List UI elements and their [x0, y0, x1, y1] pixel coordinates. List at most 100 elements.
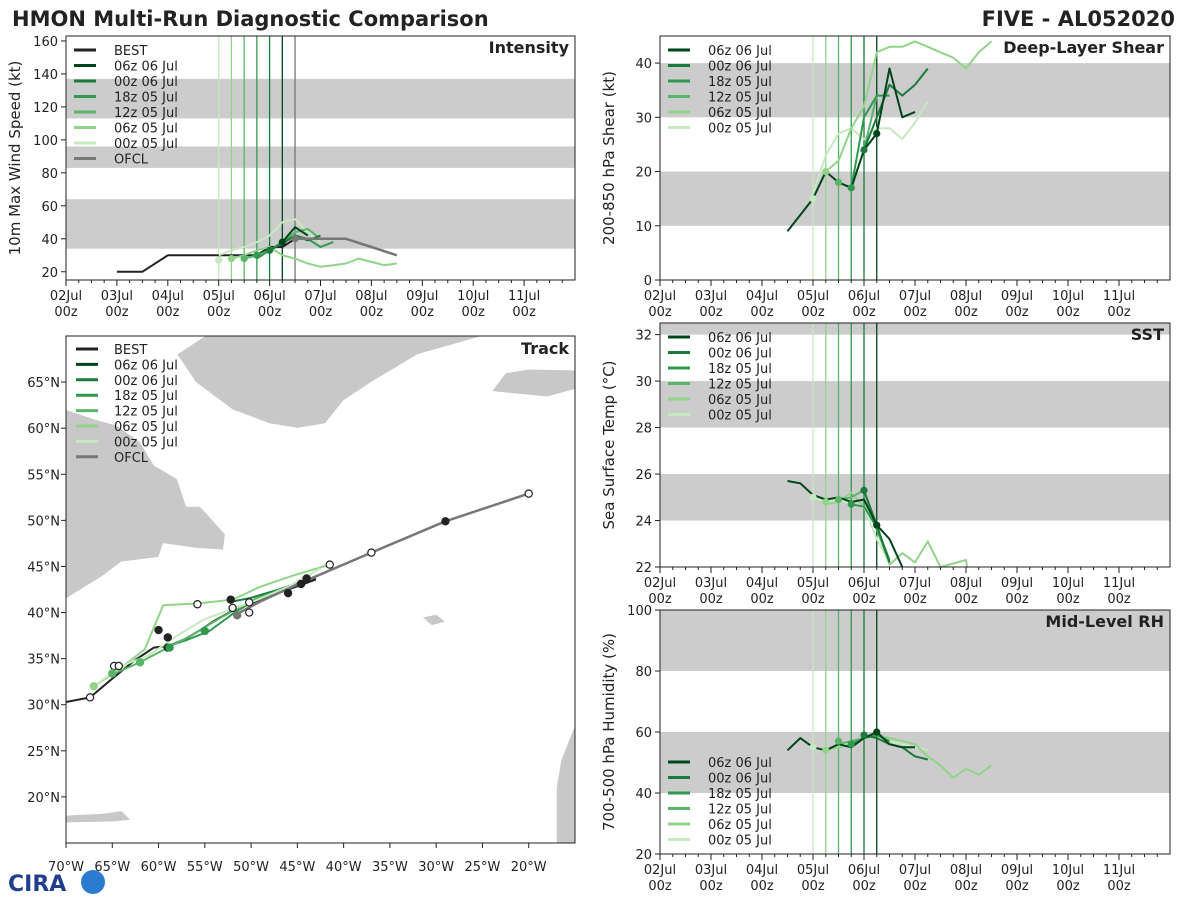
init-point-marker — [809, 493, 817, 501]
y-tick-label: 10 — [635, 220, 652, 235]
x-tick-label: 65°W — [94, 860, 130, 875]
x-tick-sublabel: 00z — [648, 592, 672, 607]
track-position-marker — [302, 574, 311, 583]
figure-title: HMON Multi-Run Diagnostic Comparison — [12, 7, 489, 31]
legend-entry: 00z 06 Jul — [708, 347, 772, 362]
y-tick-label: 30 — [635, 111, 652, 126]
init-point-marker — [822, 167, 830, 176]
legend-entry: 06z 05 Jul — [114, 122, 178, 137]
legend-entry: 06z 06 Jul — [114, 60, 178, 75]
init-point-marker — [847, 500, 855, 508]
legend-entry: 12z 05 Jul — [114, 405, 178, 420]
track-position-marker — [245, 598, 254, 607]
x-tick-label: 25°W — [465, 860, 501, 875]
series-line — [825, 40, 993, 173]
x-tick-label: 11Jul — [1103, 576, 1135, 591]
legend-entry: BEST — [114, 44, 147, 59]
legend-entry: 00z 06 Jul — [708, 60, 772, 75]
init-point-marker — [278, 238, 286, 246]
track-line — [93, 567, 321, 688]
panel-title: Deep-Layer Shear — [1003, 38, 1164, 57]
track-position-marker — [89, 682, 98, 691]
x-tick-label: 04Jul — [152, 289, 184, 304]
x-tick-sublabel: 00z — [411, 305, 435, 320]
x-tick-label: 08Jul — [950, 289, 982, 304]
y-tick-label: 40 — [635, 57, 652, 72]
x-tick-label: 50°W — [233, 860, 269, 875]
shear-panel: 01020304002Jul00z03Jul00z04Jul00z05Jul00… — [600, 35, 1171, 320]
track-position-marker — [245, 608, 254, 617]
y-tick-label: 65°N — [27, 376, 60, 391]
x-tick-label: 07Jul — [304, 289, 336, 304]
cira-logo-globe-icon — [81, 870, 105, 894]
track-position-marker — [135, 658, 145, 667]
y-tick-label: 30 — [635, 375, 652, 390]
series-line — [786, 67, 916, 232]
init-point-marker — [215, 256, 223, 264]
x-tick-sublabel: 00z — [1107, 305, 1131, 320]
x-tick-sublabel: 00z — [750, 879, 774, 894]
legend-entry: 12z 05 Jul — [708, 803, 772, 818]
init-point-marker — [860, 146, 868, 154]
x-tick-label: 03Jul — [695, 863, 727, 878]
legend-entry: 18z 05 Jul — [708, 362, 772, 377]
y-tick-label: 22 — [635, 561, 652, 576]
init-point-marker — [822, 498, 830, 506]
legend-entry: 12z 05 Jul — [708, 378, 772, 393]
legend-entry: 00z 05 Jul — [114, 137, 178, 152]
track-position-marker — [200, 626, 210, 636]
x-tick-sublabel: 00z — [1005, 305, 1029, 320]
x-tick-sublabel: 00z — [309, 305, 333, 320]
x-tick-label: 11Jul — [1103, 289, 1135, 304]
x-tick-sublabel: 00z — [852, 879, 876, 894]
x-tick-label: 08Jul — [950, 576, 982, 591]
x-tick-label: 10Jul — [1052, 576, 1084, 591]
x-tick-sublabel: 00z — [1005, 592, 1029, 607]
x-tick-label: 05Jul — [203, 289, 235, 304]
y-tick-label: 0 — [644, 274, 652, 289]
shading-band — [660, 474, 1170, 521]
shading-band — [660, 171, 1170, 226]
x-tick-label: 06Jul — [848, 863, 880, 878]
legend-entry: 06z 05 Jul — [114, 420, 178, 435]
legend-entry: 00z 06 Jul — [114, 374, 178, 389]
track-line — [162, 582, 298, 649]
x-tick-sublabel: 00z — [648, 879, 672, 894]
x-tick-label: 11Jul — [508, 289, 540, 304]
init-point-marker — [873, 728, 881, 736]
legend-entry: 06z 06 Jul — [708, 756, 772, 771]
y-tick-label: 120 — [33, 101, 58, 116]
legend-entry: OFCL — [114, 153, 149, 168]
y-tick-label: 20°N — [27, 791, 60, 806]
y-tick-label: 35°N — [27, 653, 60, 668]
x-tick-label: 09Jul — [406, 289, 438, 304]
track-position-marker — [193, 600, 202, 609]
legend-entry: 00z 06 Jul — [708, 772, 772, 787]
init-point-marker — [227, 254, 236, 263]
track-position-marker — [283, 588, 293, 598]
legend-entry: 18z 05 Jul — [708, 75, 772, 90]
x-tick-label: 35°W — [372, 860, 408, 875]
init-point-marker — [834, 496, 843, 504]
x-tick-sublabel: 00z — [903, 879, 927, 894]
legend-entry: 00z 05 Jul — [708, 122, 772, 137]
x-tick-label: 55°W — [187, 860, 223, 875]
shading-band — [660, 732, 1170, 793]
init-point-marker — [253, 251, 261, 259]
panel-title: SST — [1131, 325, 1164, 344]
x-tick-sublabel: 00z — [512, 305, 536, 320]
init-point-marker — [873, 130, 881, 138]
y-tick-label: 55°N — [27, 468, 60, 483]
track-position-marker — [367, 548, 376, 557]
x-tick-label: 10Jul — [1052, 289, 1084, 304]
x-tick-sublabel: 00z — [156, 305, 180, 320]
x-tick-label: 04Jul — [746, 289, 778, 304]
x-tick-sublabel: 00z — [1056, 592, 1080, 607]
x-tick-label: 10Jul — [457, 289, 489, 304]
init-point-marker — [822, 746, 830, 754]
x-tick-sublabel: 00z — [903, 305, 927, 320]
x-tick-label: 06Jul — [848, 289, 880, 304]
init-point-marker — [873, 521, 881, 529]
